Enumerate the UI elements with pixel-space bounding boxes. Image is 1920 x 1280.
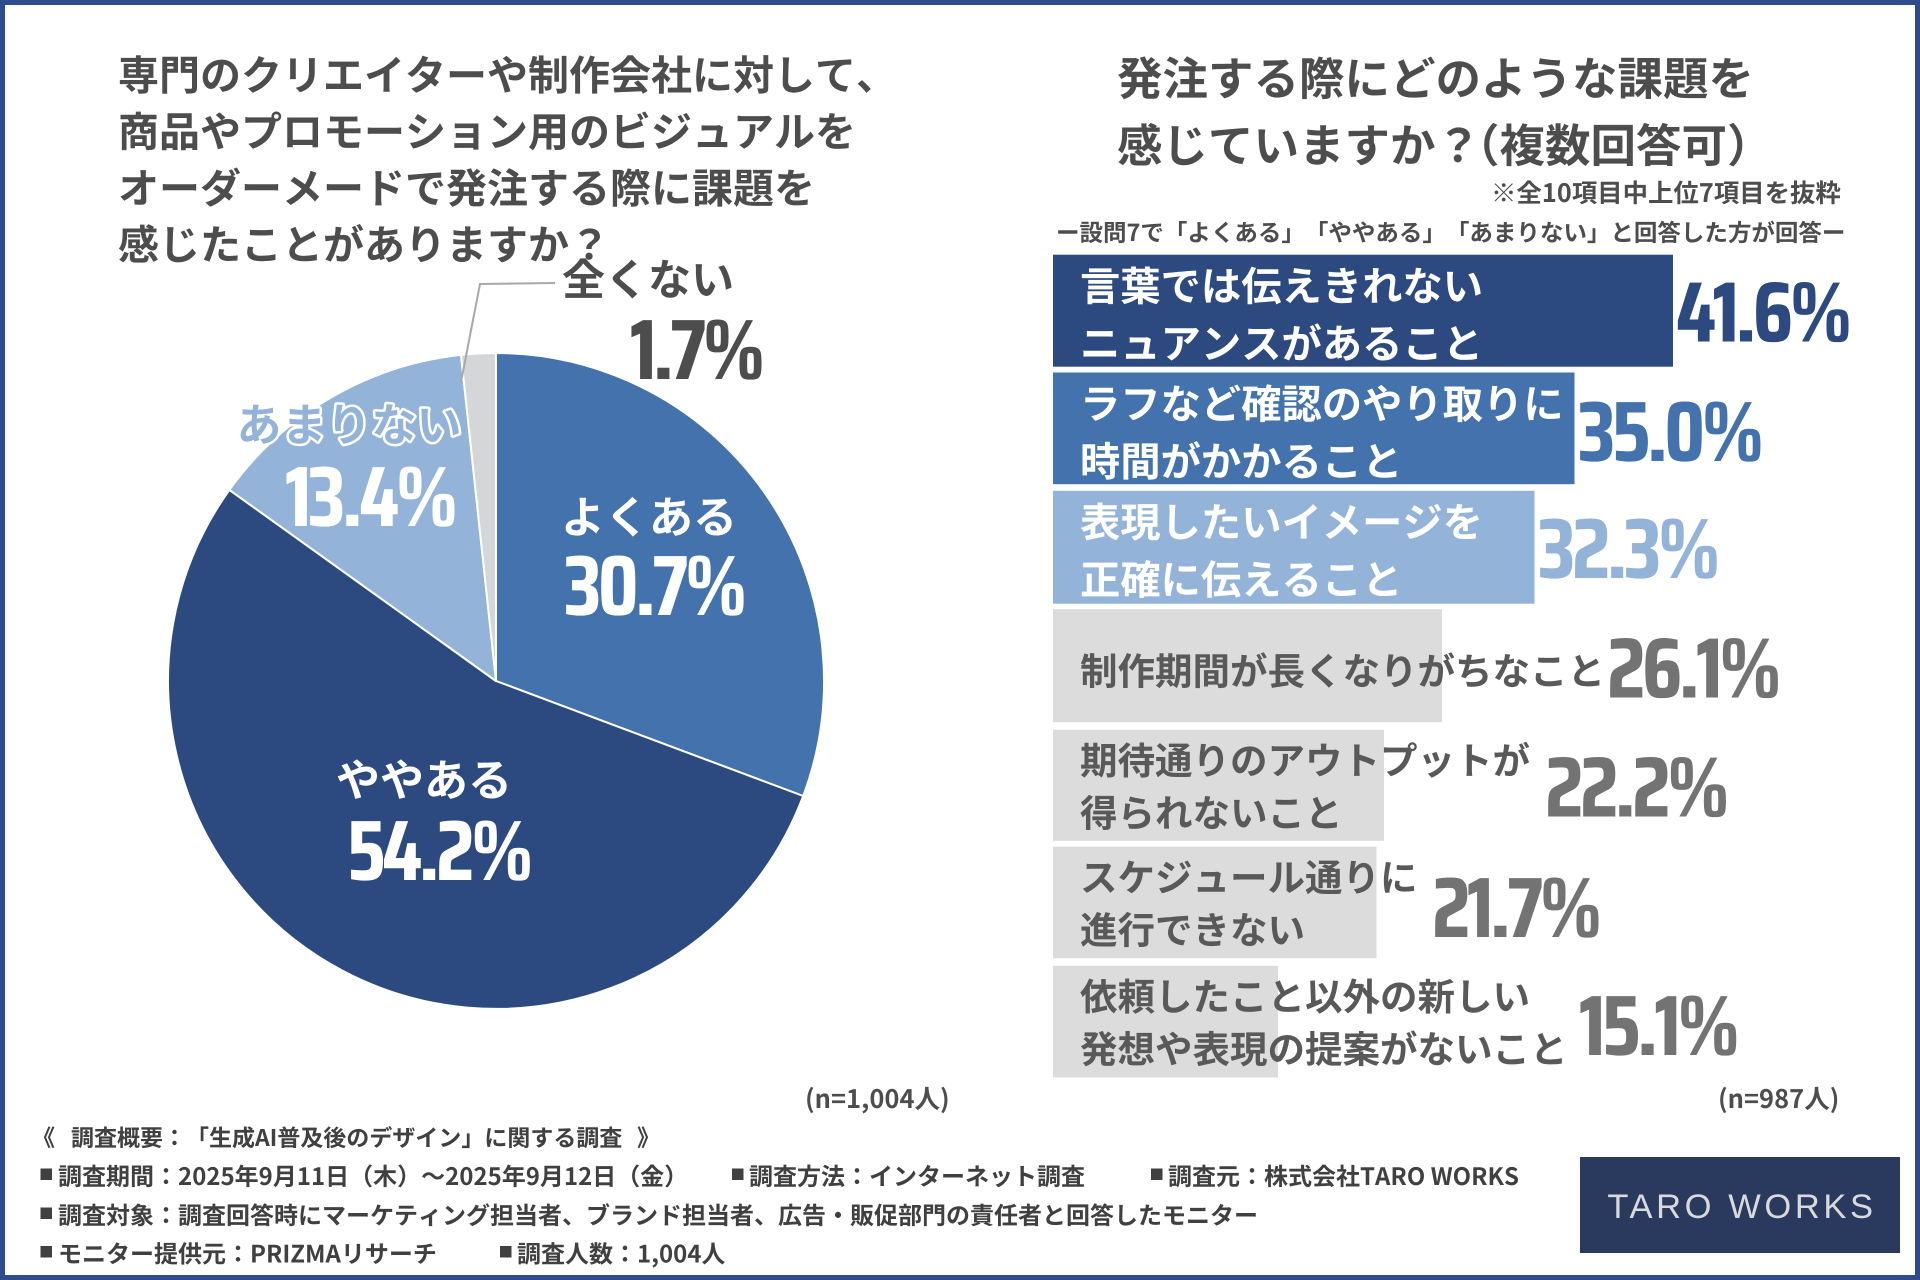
svg-text:TARO WORKS: TARO WORKS <box>1607 1188 1876 1226</box>
